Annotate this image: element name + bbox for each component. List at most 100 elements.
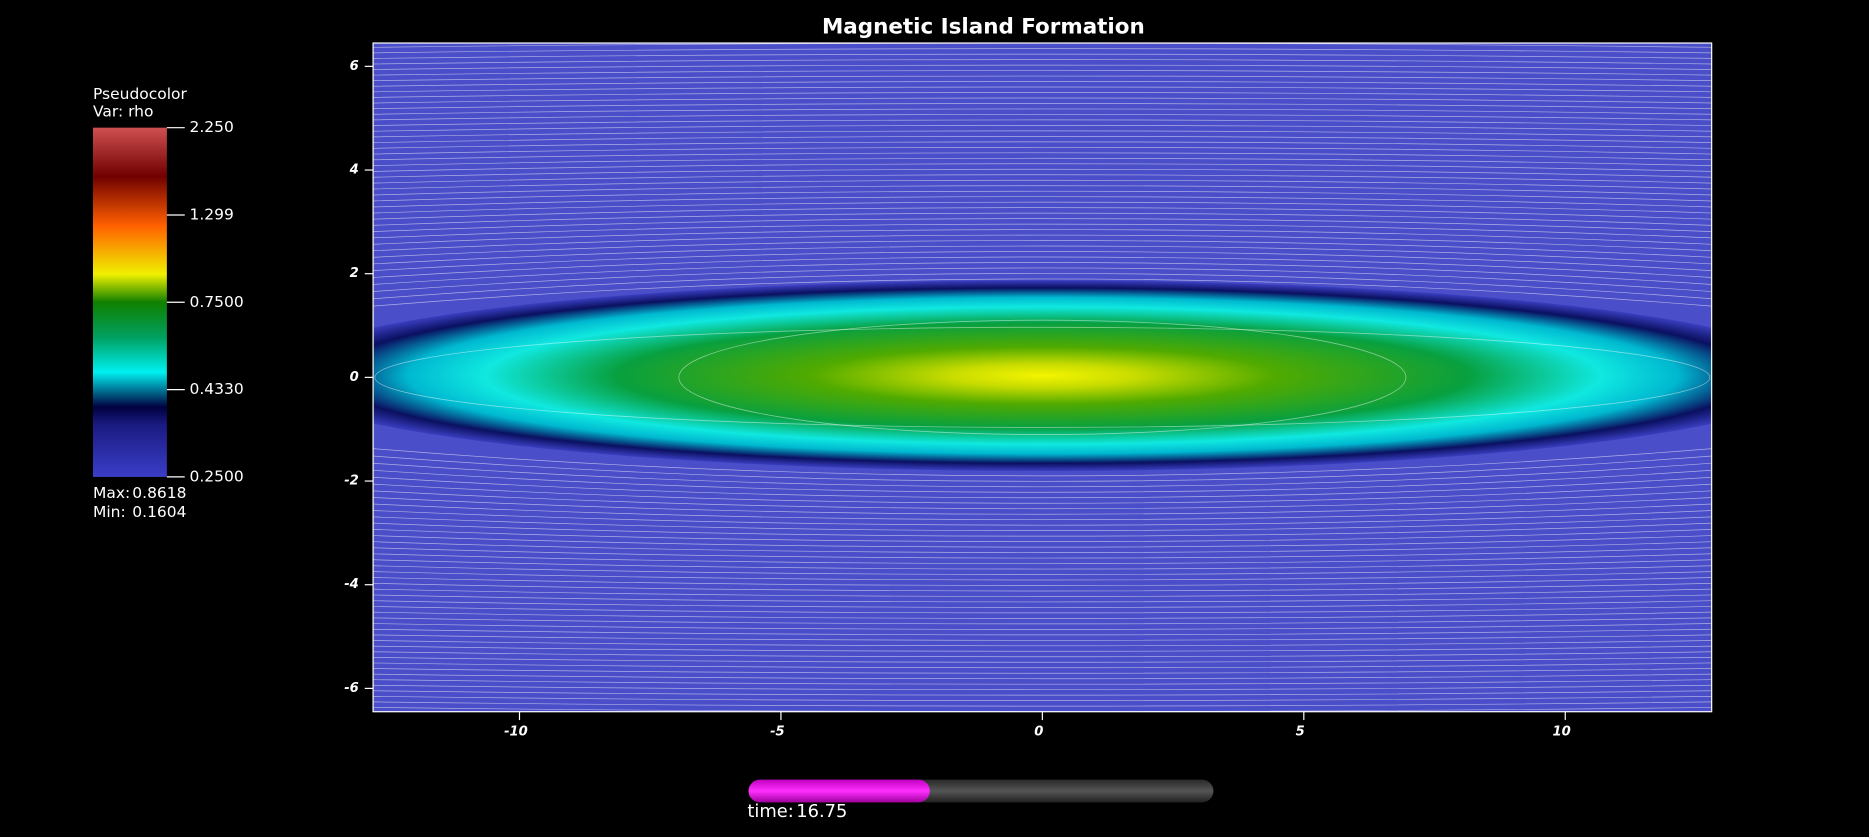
field-line <box>373 571 1712 581</box>
field-line <box>373 174 1712 184</box>
field-line <box>373 64 1712 70</box>
colorbar-tick-label: 1.299 <box>190 205 234 223</box>
colorbar-tick-label: 2.250 <box>190 118 234 136</box>
field-line <box>373 645 1712 652</box>
y-tick-label: -4 <box>344 577 359 592</box>
field-line <box>373 251 1712 272</box>
field-line <box>373 606 1712 614</box>
time-value: 16.75 <box>796 801 847 822</box>
field-line <box>373 476 1712 499</box>
field-line <box>373 179 1712 190</box>
y-tick-label: 2 <box>350 266 359 281</box>
colorbar-tick-label: 0.7500 <box>190 293 244 311</box>
field-line <box>373 207 1712 220</box>
field-line <box>373 185 1712 196</box>
field-line <box>373 651 1712 658</box>
field-line <box>373 212 1712 226</box>
y-tick-label: 6 <box>350 59 359 74</box>
field-line <box>373 157 1712 166</box>
field-line <box>373 130 1712 138</box>
island-contour <box>374 326 1711 428</box>
field-line <box>373 668 1712 674</box>
field-line <box>373 577 1712 586</box>
x-tick-label: 0 <box>1034 724 1043 739</box>
field-line <box>373 262 1712 285</box>
field-line <box>373 617 1712 625</box>
field-line <box>373 218 1712 232</box>
field-line <box>373 234 1712 252</box>
legend-plot-name: Pseudocolor <box>93 85 188 103</box>
field-line <box>373 656 1712 663</box>
field-line <box>373 81 1712 87</box>
field-line <box>373 97 1712 104</box>
field-line <box>373 245 1712 265</box>
field-line <box>373 483 1712 504</box>
y-tick-label: 0 <box>350 370 359 385</box>
y-tick-label: -2 <box>344 474 359 489</box>
field-line <box>373 114 1712 121</box>
field-line <box>373 582 1712 592</box>
field-line <box>373 53 1712 59</box>
colorbar-tick-label: 0.2500 <box>190 467 244 485</box>
field-line <box>373 223 1712 239</box>
legend-max: 0.8618 <box>132 484 186 502</box>
field-line <box>373 588 1712 597</box>
field-line <box>373 529 1712 542</box>
field-line <box>373 103 1712 109</box>
field-line <box>373 201 1712 214</box>
field-line <box>373 59 1712 65</box>
field-line <box>373 565 1712 575</box>
field-line <box>373 547 1712 559</box>
field-line <box>373 628 1712 636</box>
field-line <box>373 75 1712 82</box>
field-line <box>373 196 1712 208</box>
field-line <box>373 108 1712 115</box>
colorbar <box>92 127 167 477</box>
chart-title: Magnetic Island Formation <box>822 15 1145 40</box>
x-tick-label: 5 <box>1296 724 1305 739</box>
field-line <box>373 119 1712 126</box>
field-line <box>373 490 1712 510</box>
field-line <box>373 673 1712 680</box>
x-tick-label: -10 <box>504 724 528 739</box>
field-line <box>373 640 1712 647</box>
plot-area <box>373 43 1712 712</box>
field-line <box>373 70 1712 76</box>
field-line <box>373 469 1712 493</box>
field-line <box>373 516 1712 532</box>
field-line <box>373 701 1712 707</box>
field-line <box>373 48 1712 54</box>
field-line <box>373 136 1712 143</box>
time-label: time: <box>747 801 793 822</box>
field-line <box>373 229 1712 245</box>
x-tick-label: -5 <box>770 724 785 739</box>
field-line <box>373 503 1712 521</box>
y-tick-label: 4 <box>349 163 359 178</box>
colorbar-tick-label: 0.4330 <box>190 380 244 398</box>
field-line <box>373 623 1712 630</box>
legend-min-label: Min: <box>93 503 126 521</box>
field-line <box>373 634 1712 641</box>
island-contour <box>678 319 1407 436</box>
field-line <box>373 462 1712 488</box>
field-line <box>373 141 1712 149</box>
field-line <box>373 190 1712 202</box>
legend-variable: Var: rho <box>93 103 153 121</box>
y-tick-label: -6 <box>344 681 359 696</box>
field-line <box>373 559 1712 570</box>
field-line <box>373 125 1712 132</box>
field-line <box>373 92 1712 98</box>
field-line <box>373 168 1712 178</box>
field-lines <box>373 43 1712 712</box>
field-line <box>373 278 1712 307</box>
field-line <box>373 267 1712 292</box>
legend-max-label: Max: <box>93 484 130 502</box>
field-line <box>373 662 1712 669</box>
field-line <box>373 152 1712 161</box>
legend-min: 0.1604 <box>132 503 186 521</box>
field-line <box>373 448 1712 477</box>
field-line <box>373 679 1712 685</box>
field-line <box>373 163 1712 172</box>
